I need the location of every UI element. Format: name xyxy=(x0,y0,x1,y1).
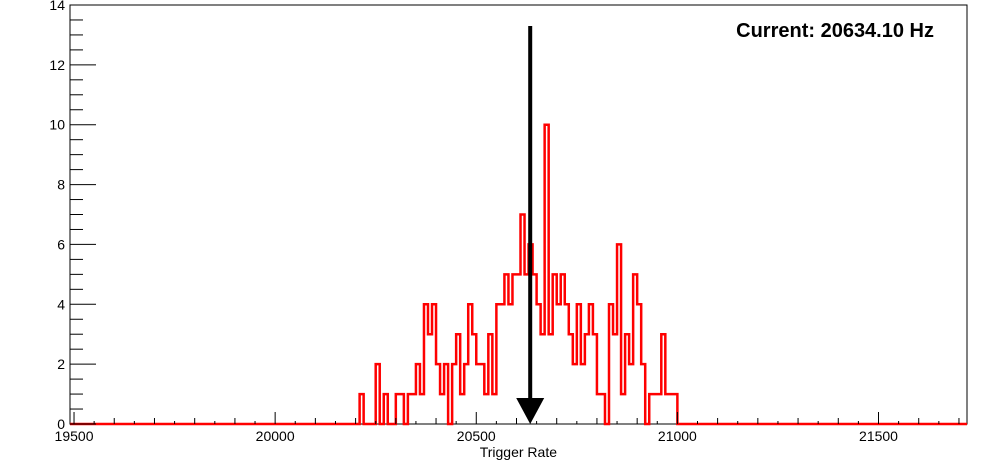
histogram-bin xyxy=(597,394,601,424)
histogram-bin xyxy=(500,304,504,424)
histogram-bin xyxy=(468,304,472,424)
x-tick-label: 20500 xyxy=(457,428,496,444)
y-tick-label: 12 xyxy=(49,57,65,73)
histogram-bin xyxy=(464,364,468,424)
histogram-layer xyxy=(70,123,967,426)
histogram-bin xyxy=(669,394,673,424)
histogram-bin xyxy=(633,274,637,424)
histogram-bin xyxy=(476,364,480,424)
histogram-bin xyxy=(665,394,669,424)
histogram-bin xyxy=(545,125,549,424)
histogram-bin xyxy=(593,334,597,424)
histogram-bin xyxy=(565,304,569,424)
histogram-bin xyxy=(617,244,621,424)
histogram-bin xyxy=(408,394,412,424)
y-tick-label: 4 xyxy=(57,296,65,312)
histogram-bin xyxy=(412,394,416,424)
histogram-bin xyxy=(653,394,657,424)
histogram-bin xyxy=(512,274,516,424)
histogram-bin xyxy=(504,274,508,424)
histogram-bin xyxy=(585,334,589,424)
axis-layer: 19500 20000 20500 21000 21500 0 2 4 6 8 10 12 14 xyxy=(49,0,960,444)
histogram-bin xyxy=(657,394,661,424)
histogram-bin xyxy=(416,364,420,424)
histogram-bin xyxy=(569,334,573,424)
histogram-bin xyxy=(557,304,561,424)
histogram-bin xyxy=(472,334,476,424)
histogram-bin xyxy=(649,394,653,424)
x-tick-label: 20000 xyxy=(256,428,295,444)
histogram-bin xyxy=(613,334,617,424)
histogram-bin xyxy=(456,334,460,424)
marker-arrow-head xyxy=(516,398,545,424)
histogram-bin xyxy=(609,304,613,424)
histogram-bin xyxy=(581,364,585,424)
histogram-bin xyxy=(484,394,488,424)
histogram-bin xyxy=(561,274,565,424)
x-tick-label: 19500 xyxy=(55,428,94,444)
y-tick-label: 6 xyxy=(57,236,65,252)
histogram-bin xyxy=(621,394,625,424)
histogram-bin xyxy=(541,334,545,424)
histogram-bin xyxy=(577,304,581,424)
histogram-series xyxy=(70,123,967,426)
y-tick-label: 8 xyxy=(57,177,65,193)
histogram-bin xyxy=(629,364,633,424)
histogram-bin xyxy=(488,334,492,424)
histogram-bin xyxy=(420,394,424,424)
histogram-bin xyxy=(496,304,500,424)
y-tick-label: 14 xyxy=(49,0,65,13)
histogram-bin xyxy=(440,394,444,424)
histogram-bin xyxy=(625,334,629,424)
histogram-bin xyxy=(492,394,496,424)
histogram-bin xyxy=(424,304,428,424)
y-tick-label: 0 xyxy=(57,416,65,432)
histogram-bin xyxy=(436,364,440,424)
histogram-bin xyxy=(641,364,645,424)
histogram-bin xyxy=(444,364,448,424)
y-tick-label: 2 xyxy=(57,356,65,372)
current-rate-annotation: Current: 20634.10 Hz xyxy=(736,20,934,42)
histogram-bin xyxy=(521,215,525,425)
histogram-bin xyxy=(432,304,436,424)
histogram-bin xyxy=(396,394,400,424)
histogram-bin xyxy=(384,394,388,424)
histogram-bin xyxy=(549,334,553,424)
histogram-bin xyxy=(428,334,432,424)
histogram-bin xyxy=(480,364,484,424)
histogram-bin xyxy=(637,304,641,424)
histogram-bin xyxy=(452,364,456,424)
y-tick-label: 10 xyxy=(49,117,65,133)
x-tick-label: 21500 xyxy=(859,428,898,444)
histogram-bin xyxy=(400,394,404,424)
x-tick-label: 21000 xyxy=(658,428,697,444)
histogram-bin xyxy=(601,394,605,424)
histogram-bin xyxy=(661,334,665,424)
arrow-layer xyxy=(516,25,545,424)
x-axis-title: Trigger Rate xyxy=(480,444,558,460)
histogram-bin xyxy=(360,394,364,424)
histogram-bin xyxy=(673,394,677,424)
histogram-bin xyxy=(553,274,557,424)
histogram-bin xyxy=(573,364,577,424)
histogram-bin xyxy=(508,304,512,424)
histogram-bin xyxy=(376,364,380,424)
histogram-bin xyxy=(460,394,464,424)
histogram-bin xyxy=(589,304,593,424)
